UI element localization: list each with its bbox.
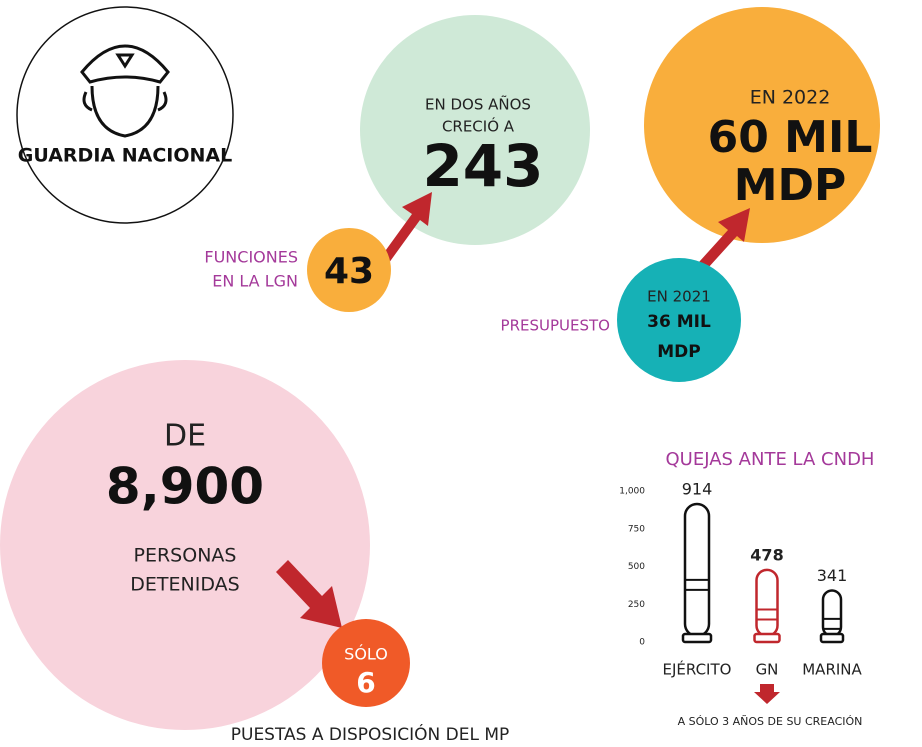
total-circle [0, 360, 370, 730]
bar [755, 568, 779, 638]
bar-base [753, 632, 781, 644]
value: 60 MIL [708, 112, 873, 163]
value: 243 [422, 132, 543, 200]
value-label: 914 [682, 479, 713, 498]
bar-base [819, 632, 845, 644]
arrow [690, 208, 750, 279]
caption: DETENIDAS [130, 574, 239, 596]
value-label: 341 [817, 566, 848, 585]
value: MDP [734, 160, 847, 211]
arrow [276, 560, 342, 628]
arrow [754, 684, 780, 704]
y-tick-label: 250 [628, 600, 645, 610]
caption: CRECIÓ A [442, 117, 515, 136]
value: 8,900 [106, 458, 264, 516]
x-tick-label: GN [756, 661, 779, 679]
value: 36 MIL [647, 312, 711, 332]
value-label: 478 [750, 545, 783, 564]
value: MDP [657, 342, 701, 362]
before-circle [617, 258, 741, 382]
caption: SÓLO [344, 645, 388, 664]
bar [683, 502, 711, 638]
title: GUARDIA NACIONAL [18, 145, 232, 167]
bar-base [681, 632, 713, 644]
value: 43 [324, 251, 374, 292]
caption: DE [164, 419, 206, 454]
after-circle [360, 15, 590, 245]
footer: PUESTAS A DISPOSICIÓN DEL MP [231, 723, 510, 745]
guard-circle [16, 6, 234, 224]
annotation: A SÓLO 3 AÑOS DE SU CREACIÓN [678, 715, 863, 728]
caption: EN 2021 [647, 288, 711, 306]
x-tick-label: MARINA [802, 661, 862, 679]
result-circle [322, 619, 410, 707]
label: PRESUPUESTO [501, 317, 610, 335]
before-circle [307, 228, 391, 312]
label: FUNCIONES [204, 248, 298, 267]
caption: PERSONAS [134, 545, 237, 567]
y-tick-label: 750 [628, 524, 645, 534]
caption: EN 2022 [750, 87, 831, 109]
after-circle [644, 7, 880, 243]
y-tick-label: 1,000 [619, 487, 645, 497]
label: EN LA LGN [212, 272, 298, 291]
y-tick-label: 500 [628, 562, 645, 572]
value: 6 [356, 666, 375, 699]
y-tick-label: 0 [639, 638, 645, 648]
chart-title: QUEJAS ANTE LA CNDH [666, 449, 875, 470]
x-tick-label: EJÉRCITO [663, 660, 732, 679]
guard-icon [80, 44, 170, 138]
caption: EN DOS AÑOS [425, 95, 531, 114]
